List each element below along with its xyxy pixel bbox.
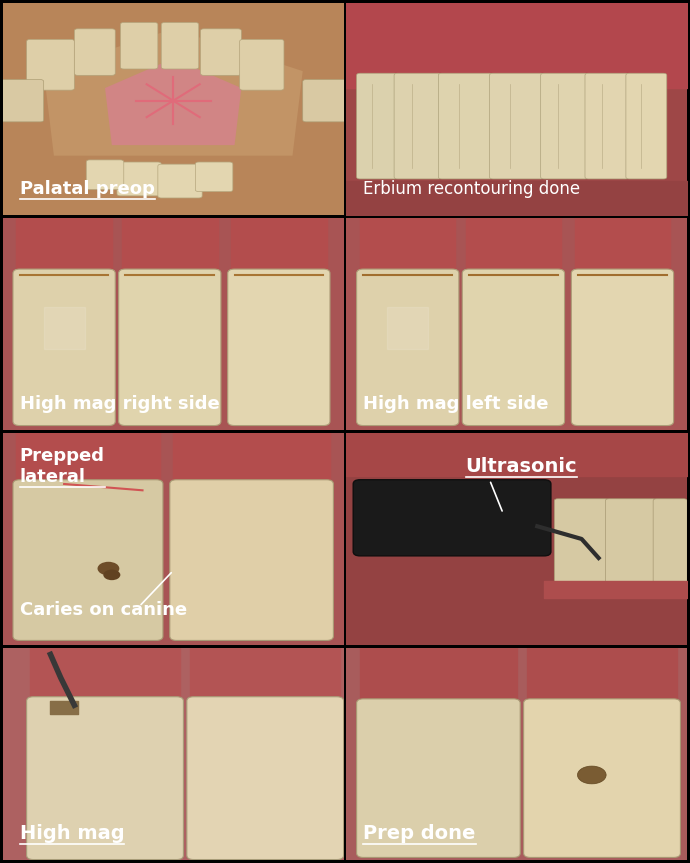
Text: Caries on canine: Caries on canine xyxy=(20,602,187,620)
FancyBboxPatch shape xyxy=(119,269,221,425)
FancyBboxPatch shape xyxy=(27,696,184,860)
FancyBboxPatch shape xyxy=(86,160,124,190)
FancyBboxPatch shape xyxy=(626,73,667,179)
FancyBboxPatch shape xyxy=(438,73,493,179)
Circle shape xyxy=(97,562,119,576)
FancyBboxPatch shape xyxy=(357,73,397,179)
FancyBboxPatch shape xyxy=(554,499,609,588)
FancyBboxPatch shape xyxy=(117,162,161,196)
FancyBboxPatch shape xyxy=(13,480,163,640)
FancyBboxPatch shape xyxy=(541,73,589,179)
FancyBboxPatch shape xyxy=(158,164,202,198)
FancyBboxPatch shape xyxy=(187,696,344,860)
Text: High mag: High mag xyxy=(20,823,124,842)
FancyBboxPatch shape xyxy=(571,269,673,425)
FancyBboxPatch shape xyxy=(170,480,333,640)
FancyBboxPatch shape xyxy=(585,73,629,179)
Circle shape xyxy=(578,766,606,784)
FancyBboxPatch shape xyxy=(357,699,520,858)
FancyBboxPatch shape xyxy=(120,22,158,69)
FancyBboxPatch shape xyxy=(303,79,351,122)
FancyBboxPatch shape xyxy=(462,269,564,425)
FancyBboxPatch shape xyxy=(228,269,330,425)
Text: Erbium recontouring done: Erbium recontouring done xyxy=(364,180,580,198)
FancyBboxPatch shape xyxy=(653,499,687,588)
FancyBboxPatch shape xyxy=(75,28,115,75)
Polygon shape xyxy=(43,28,303,155)
FancyBboxPatch shape xyxy=(605,499,657,588)
Text: Ultrasonic: Ultrasonic xyxy=(466,457,578,476)
FancyBboxPatch shape xyxy=(201,28,242,75)
FancyBboxPatch shape xyxy=(0,79,43,122)
Text: High mag right side: High mag right side xyxy=(20,395,219,413)
Polygon shape xyxy=(105,59,241,145)
FancyBboxPatch shape xyxy=(161,22,199,69)
Text: Prep done: Prep done xyxy=(364,823,476,842)
FancyBboxPatch shape xyxy=(489,73,544,179)
FancyBboxPatch shape xyxy=(195,162,233,192)
FancyBboxPatch shape xyxy=(27,40,75,90)
FancyBboxPatch shape xyxy=(353,480,551,556)
Text: Palatal preop: Palatal preop xyxy=(20,180,155,198)
Text: High mag left side: High mag left side xyxy=(364,395,549,413)
Text: Prepped
lateral: Prepped lateral xyxy=(20,447,105,486)
FancyBboxPatch shape xyxy=(13,269,115,425)
Circle shape xyxy=(104,570,120,580)
FancyBboxPatch shape xyxy=(357,269,459,425)
FancyBboxPatch shape xyxy=(394,73,442,179)
FancyBboxPatch shape xyxy=(524,699,680,858)
FancyBboxPatch shape xyxy=(239,40,284,90)
